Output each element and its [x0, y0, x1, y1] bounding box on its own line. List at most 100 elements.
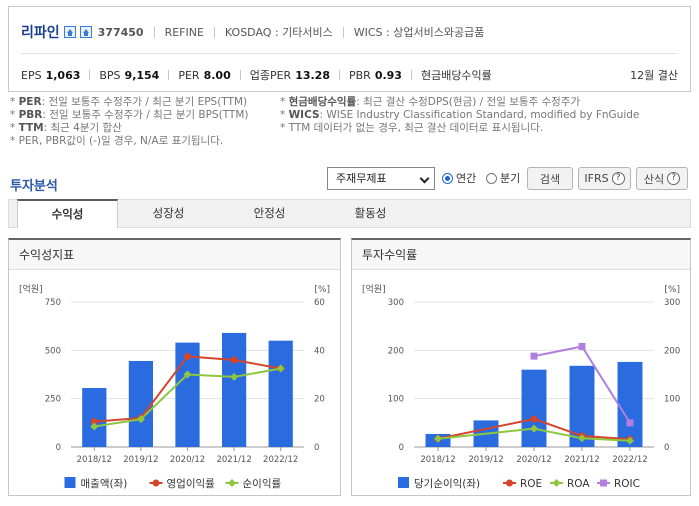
statement-select[interactable]: 주재무제표 [327, 167, 435, 190]
bar [82, 388, 107, 447]
profitability-chart: [억원] [%] 0 250 500 750 0 20 40 60 2018/12 2019/12 20… [19, 283, 330, 490]
legend-label: 매출액(좌) [81, 478, 128, 490]
profitability-panel: 수익성지표 [억원] [%] 0 250 500 750 0 20 40 60 2018/12 201… [8, 238, 341, 496]
note-text: : 전일 보통주 수정주가 / 최근 분기 BPS(TTM) [42, 109, 249, 121]
tab-growth[interactable]: 성장성 [152, 206, 185, 220]
legend-label: ROIC [614, 478, 640, 490]
right-tick-label: 20 [314, 395, 325, 405]
note-key: PBR [18, 109, 43, 121]
note-text: PER, PBR값이 (-)일 경우, N/A로 표기됩니다. [18, 135, 224, 147]
bar [221, 332, 247, 447]
stat-label: BPS [99, 68, 121, 82]
note-line: * TTM 데이터가 없는 경우, 최근 결산 데이터로 표시됩니다. [280, 122, 544, 134]
stat-value: 9,154 [124, 68, 160, 82]
point [184, 352, 191, 360]
return-chart: [억원] [%] 0 100 200 300 0 100 200 300 2018/12 2019/1… [362, 283, 680, 490]
left-tick-label: 0 [56, 443, 61, 453]
stat-value: 1,063 [45, 68, 81, 82]
left-tick-label: 0 [399, 443, 404, 453]
right-tick-label: 40 [314, 346, 325, 356]
radio-quarter[interactable]: 분기 [486, 170, 520, 186]
radio-quarter-label: 분기 [500, 172, 521, 185]
note-line: * PER: 전일 보통주 수정주가 / 최근 분기 EPS(TTM) [10, 96, 248, 108]
note-key: WICS [288, 109, 320, 121]
stat-value: 8.00 [203, 68, 231, 82]
bar [617, 361, 643, 447]
tab-profitability[interactable]: 수익성 [17, 199, 118, 228]
legend-label: ROA [567, 478, 590, 490]
right-tick-label: 100 [664, 395, 680, 405]
company-title-row: 리파인 377450 REFINE KOSDAQ : 기타서비스 WICS : … [21, 21, 484, 43]
note-text: TTM 데이터가 없는 경우, 최근 결산 데이터로 표시됩니다. [288, 122, 544, 134]
legend-swatch [398, 477, 409, 488]
point [136, 415, 145, 424]
legend-marker [228, 479, 236, 487]
company-name[interactable]: 리파인 [21, 25, 60, 41]
note-text: : 최근 4분기 합산 [43, 122, 122, 134]
formula-button[interactable]: 산식 ? [636, 167, 688, 190]
legend-label: ROE [520, 478, 542, 490]
panel-title: 수익성지표 [9, 240, 340, 270]
note-key: TTM [18, 122, 44, 134]
return-panel: 투자수익률 [억원] [%] 0 100 200 300 0 100 200 300 2018/12… [351, 238, 691, 496]
left-unit-label: [억원] [362, 283, 386, 295]
x-tick-label: 2021/12 [564, 455, 599, 465]
point [90, 418, 98, 426]
home-icon[interactable] [63, 26, 76, 38]
point [578, 342, 586, 350]
note-line: * PBR: 전일 보통주 수정주가 / 최근 분기 BPS(TTM) [10, 109, 249, 121]
series-line [437, 417, 631, 441]
point [578, 434, 586, 443]
point [230, 372, 239, 381]
x-tick-label: 2020/12 [170, 455, 205, 465]
left-unit-label: [억원] [19, 283, 43, 295]
legend-marker [152, 479, 160, 487]
radio-quarter-icon[interactable] [486, 172, 497, 184]
stat-label: PER [178, 68, 200, 82]
legend-swatch [64, 477, 76, 488]
search-button[interactable]: 검색 [527, 167, 573, 190]
settlement-label: 12월 결산 [630, 69, 678, 82]
ir-icon[interactable] [79, 26, 92, 38]
note-key: 현금배당수익률 [288, 96, 357, 108]
point [626, 436, 634, 445]
radio-annual[interactable]: 연간 [442, 170, 476, 186]
point [183, 370, 192, 379]
point [230, 356, 238, 364]
point [434, 434, 442, 443]
left-tick-label: 500 [45, 346, 61, 356]
note-key: PER [18, 96, 42, 108]
tab-activity[interactable]: 활동성 [354, 206, 387, 220]
right-tick-label: 0 [314, 443, 319, 453]
x-tick-label: 2021/12 [216, 455, 251, 465]
x-tick-label: 2019/12 [123, 455, 158, 465]
radio-annual-label: 연간 [456, 172, 477, 185]
search-button-label: 검색 [539, 172, 561, 186]
note-text: : 최근 결산 수정DPS(현금) / 전일 보통주 수정주가 [356, 96, 581, 108]
legend-marker [506, 479, 513, 487]
right-unit-label: [%] [314, 285, 330, 295]
stock-code: 377450 [97, 25, 144, 39]
left-tick-label: 100 [388, 395, 404, 405]
point [276, 364, 285, 373]
radio-annual-icon[interactable] [442, 172, 453, 184]
point [626, 419, 634, 427]
point [90, 422, 99, 431]
right-unit-label: [%] [664, 285, 680, 295]
left-tick-label: 250 [45, 395, 61, 405]
bar [521, 369, 547, 447]
wics-sector: WICS : 상업서비스와공급품 [353, 26, 485, 39]
chevron-down-icon [419, 173, 430, 184]
stat-label: PBR [348, 68, 371, 82]
ifrs-button-label: IFRS [584, 172, 609, 185]
stat-label: 업종PER [249, 69, 292, 82]
ifrs-button[interactable]: IFRS ? [578, 167, 631, 190]
tab-stability[interactable]: 안정성 [253, 206, 286, 220]
right-tick-label: 200 [664, 346, 680, 356]
bar [268, 340, 293, 447]
legend-marker [600, 479, 607, 487]
series-line [437, 427, 631, 442]
legend-label: 순이익률 [243, 478, 282, 490]
legend-label: 영업이익률 [167, 477, 216, 490]
note-text: : 전일 보통주 수정주가 / 최근 분기 EPS(TTM) [41, 96, 248, 108]
